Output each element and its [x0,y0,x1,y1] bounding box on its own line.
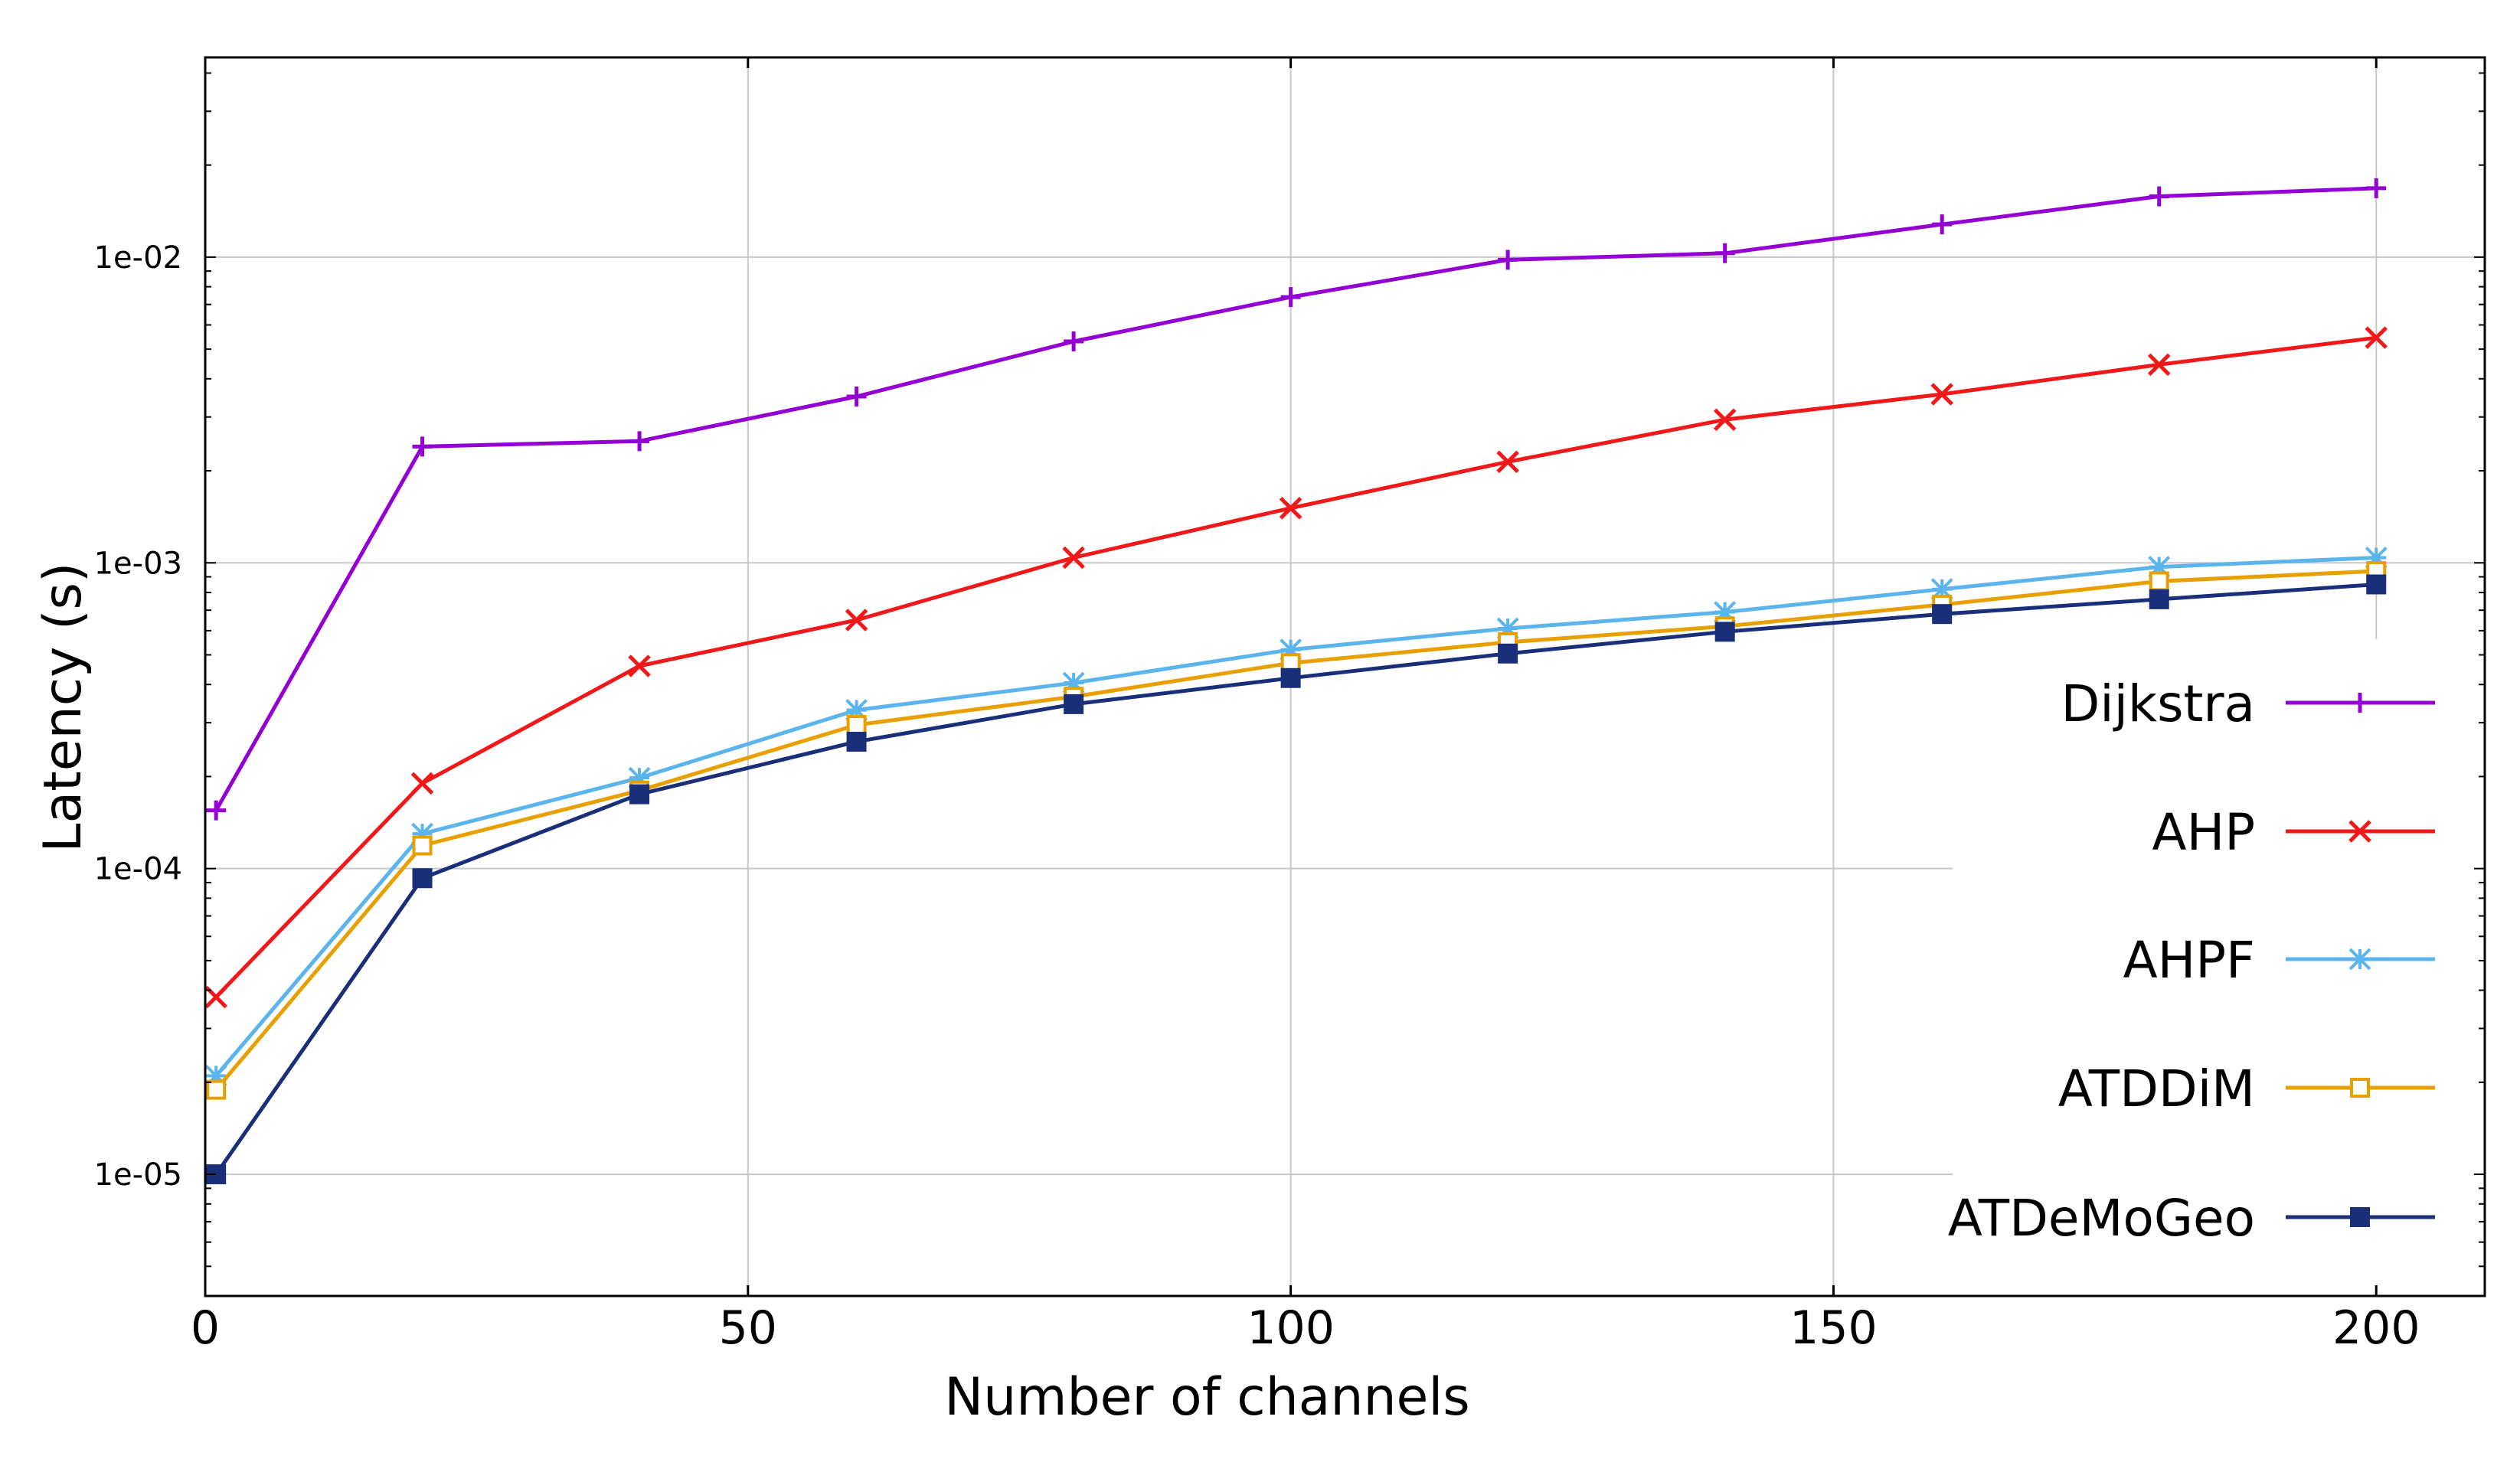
y-tick-label: 1e-02 [94,240,182,276]
x-tick-label: 0 [191,1301,220,1355]
x-tick-label: 100 [1247,1301,1335,1355]
y-tick-label: 1e-05 [94,1157,182,1193]
legend-item: ATDeMoGeo [1948,1189,2435,1248]
cross-marker [628,654,651,677]
open-square-marker [2149,571,2169,592]
cross-marker [845,609,868,632]
series-layer [204,178,2388,1185]
open-square-marker [846,715,867,736]
cross-marker [2147,353,2171,377]
filled-square-marker [1932,604,1953,625]
cross-marker [1713,408,1737,431]
filled-square-marker [2350,1207,2370,1227]
legend-item: AHP [2152,803,2435,862]
open-square-marker [412,835,433,856]
legend-label: ATDeMoGeo [1948,1189,2255,1248]
star-marker [2348,948,2371,971]
series-dijkstra [206,178,2387,821]
cross-marker [1496,450,1519,474]
legend-box [1953,639,2481,1290]
x-tick-label: 200 [2332,1301,2420,1355]
legend: Dijkstra AHP AHPF ATDDiM ATDeMoGeo [1948,674,2435,1248]
legend-item: ATDDiM [2058,1059,2435,1118]
open-square-marker [206,1079,227,1100]
legend-item: Dijkstra [2061,674,2435,733]
x-axis-title: Number of channels [944,1367,1469,1428]
x-tick-label: 50 [719,1301,777,1355]
filled-square-marker [2366,574,2387,595]
filled-square-marker [1064,694,1084,714]
legend-item: AHPF [2123,931,2435,990]
cross-marker [204,985,227,1009]
filled-square-marker [1714,622,1735,642]
y-tick-label: 1e-03 [94,546,182,581]
filled-square-marker [846,731,867,752]
legend-background [1953,639,2481,1290]
filled-square-marker [1498,643,1518,664]
filled-square-marker [412,868,433,889]
series-atdemogeo [206,574,2387,1185]
cross-marker [2348,820,2371,843]
filled-square-marker [1280,667,1301,688]
series-ahp [204,326,2388,1009]
cross-marker [1930,383,1953,406]
axis-ticks: 0 50 100 150 200 1e-05 1e-04 1e-03 1e-02 [94,57,2485,1355]
legend-label: AHP [2152,803,2255,862]
cross-marker [410,772,434,795]
y-axis-title: Latency (s) [33,563,93,853]
filled-square-marker [2149,589,2169,609]
filled-square-marker [629,784,650,805]
legend-label: ATDDiM [2058,1059,2255,1118]
cross-marker [2365,326,2388,349]
cross-marker [1062,546,1085,570]
plot-frame [204,56,2486,1297]
x-tick-label: 150 [1789,1301,1878,1355]
y-tick-label: 1e-04 [94,852,182,887]
open-square-marker [2350,1078,2370,1098]
legend-label: AHPF [2123,931,2255,990]
legend-label: Dijkstra [2061,674,2255,733]
cross-marker [1279,497,1302,520]
